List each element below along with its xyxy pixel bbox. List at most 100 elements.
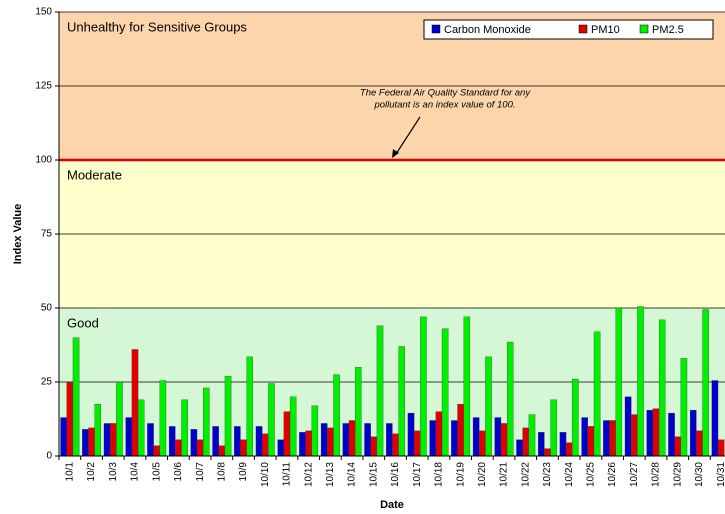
bar xyxy=(538,432,545,457)
x-tick-label: 10/9 xyxy=(238,462,249,482)
y-tick-label: 0 xyxy=(46,451,52,462)
x-tick-label: 10/14 xyxy=(347,462,358,487)
bar xyxy=(587,426,595,457)
bar xyxy=(559,432,567,457)
bar xyxy=(333,374,340,457)
bar xyxy=(289,396,297,457)
bar xyxy=(420,316,427,457)
bar xyxy=(609,420,616,457)
x-tick-label: 10/13 xyxy=(325,462,336,487)
y-tick-label: 125 xyxy=(35,81,52,92)
x-tick-label: 10/11 xyxy=(282,462,293,487)
x-tick-label: 10/6 xyxy=(173,462,184,482)
bar xyxy=(72,337,80,457)
annotation: pollutant is an index value of 100. xyxy=(373,100,515,111)
bar xyxy=(550,399,557,457)
x-tick-label: 10/25 xyxy=(586,462,597,487)
bar xyxy=(581,417,588,457)
bar xyxy=(255,426,263,457)
bar xyxy=(441,328,449,457)
x-tick-label: 10/18 xyxy=(434,462,445,487)
bar xyxy=(268,383,275,457)
bar xyxy=(376,325,384,457)
bar xyxy=(457,404,464,457)
bar xyxy=(168,426,176,457)
x-tick-label: 10/31 xyxy=(716,462,725,487)
x-tick-label: 10/27 xyxy=(629,462,640,487)
x-tick-label: 10/4 xyxy=(130,462,141,482)
bar xyxy=(544,448,551,457)
bar xyxy=(147,423,154,457)
bar xyxy=(131,349,139,457)
bar xyxy=(299,432,306,457)
bar xyxy=(137,399,145,457)
bar xyxy=(386,423,393,457)
bar xyxy=(413,430,421,457)
x-tick-label: 10/30 xyxy=(694,462,705,487)
bar xyxy=(94,404,102,457)
x-tick-label: 10/15 xyxy=(368,462,379,487)
bar xyxy=(646,409,654,457)
bar xyxy=(658,319,666,457)
bar xyxy=(203,387,210,457)
bar xyxy=(485,356,492,457)
bar xyxy=(364,423,371,457)
y-tick-label: 25 xyxy=(41,377,53,388)
bar xyxy=(668,412,675,457)
bar xyxy=(528,414,536,457)
x-tick-label: 10/1 xyxy=(64,462,75,482)
x-tick-label: 10/3 xyxy=(108,462,119,482)
x-tick-label: 10/16 xyxy=(390,462,401,487)
x-tick-label: 10/5 xyxy=(151,462,162,482)
x-tick-label: 10/26 xyxy=(607,462,618,487)
bar xyxy=(463,316,471,457)
x-tick-label: 10/7 xyxy=(195,462,206,482)
legend: Carbon Monoxide PM10 PM2.5 xyxy=(423,19,714,40)
bar xyxy=(680,358,688,457)
bar xyxy=(159,380,167,457)
bar xyxy=(472,417,480,457)
bar xyxy=(116,381,123,457)
bar xyxy=(153,445,160,457)
bar xyxy=(702,309,709,457)
bar xyxy=(246,356,253,457)
legend-label: PM2.5 xyxy=(652,24,684,36)
band-label: Good xyxy=(67,315,99,330)
x-tick-label: 10/10 xyxy=(260,462,271,487)
bar xyxy=(624,396,632,457)
bar xyxy=(348,420,356,457)
bar xyxy=(717,439,725,457)
bar xyxy=(88,427,95,457)
bar xyxy=(479,430,486,457)
bar xyxy=(355,367,362,457)
bar xyxy=(506,341,514,457)
x-tick-label: 10/24 xyxy=(564,462,575,487)
bar xyxy=(305,430,312,457)
bar xyxy=(125,417,133,457)
bar xyxy=(175,439,182,457)
y-axis-title: Index Value xyxy=(12,204,24,265)
bar xyxy=(631,414,638,457)
bar xyxy=(283,411,291,457)
bar xyxy=(277,439,285,457)
bar xyxy=(407,412,415,457)
bar xyxy=(327,427,334,457)
bar xyxy=(516,439,523,457)
bar xyxy=(615,307,623,457)
legend-swatch xyxy=(639,24,649,34)
bar xyxy=(60,417,67,457)
bar xyxy=(392,433,399,457)
legend-swatch xyxy=(578,24,588,34)
bar xyxy=(224,375,232,457)
legend-swatch xyxy=(431,24,441,34)
bar xyxy=(66,381,74,457)
band-label: Unhealthy for Sensitive Groups xyxy=(67,19,247,34)
x-tick-label: 10/2 xyxy=(86,462,97,482)
bar xyxy=(500,423,508,457)
bar xyxy=(565,442,573,457)
bar xyxy=(711,380,719,457)
bar xyxy=(451,420,458,457)
bar xyxy=(370,436,378,457)
bar xyxy=(190,429,198,457)
